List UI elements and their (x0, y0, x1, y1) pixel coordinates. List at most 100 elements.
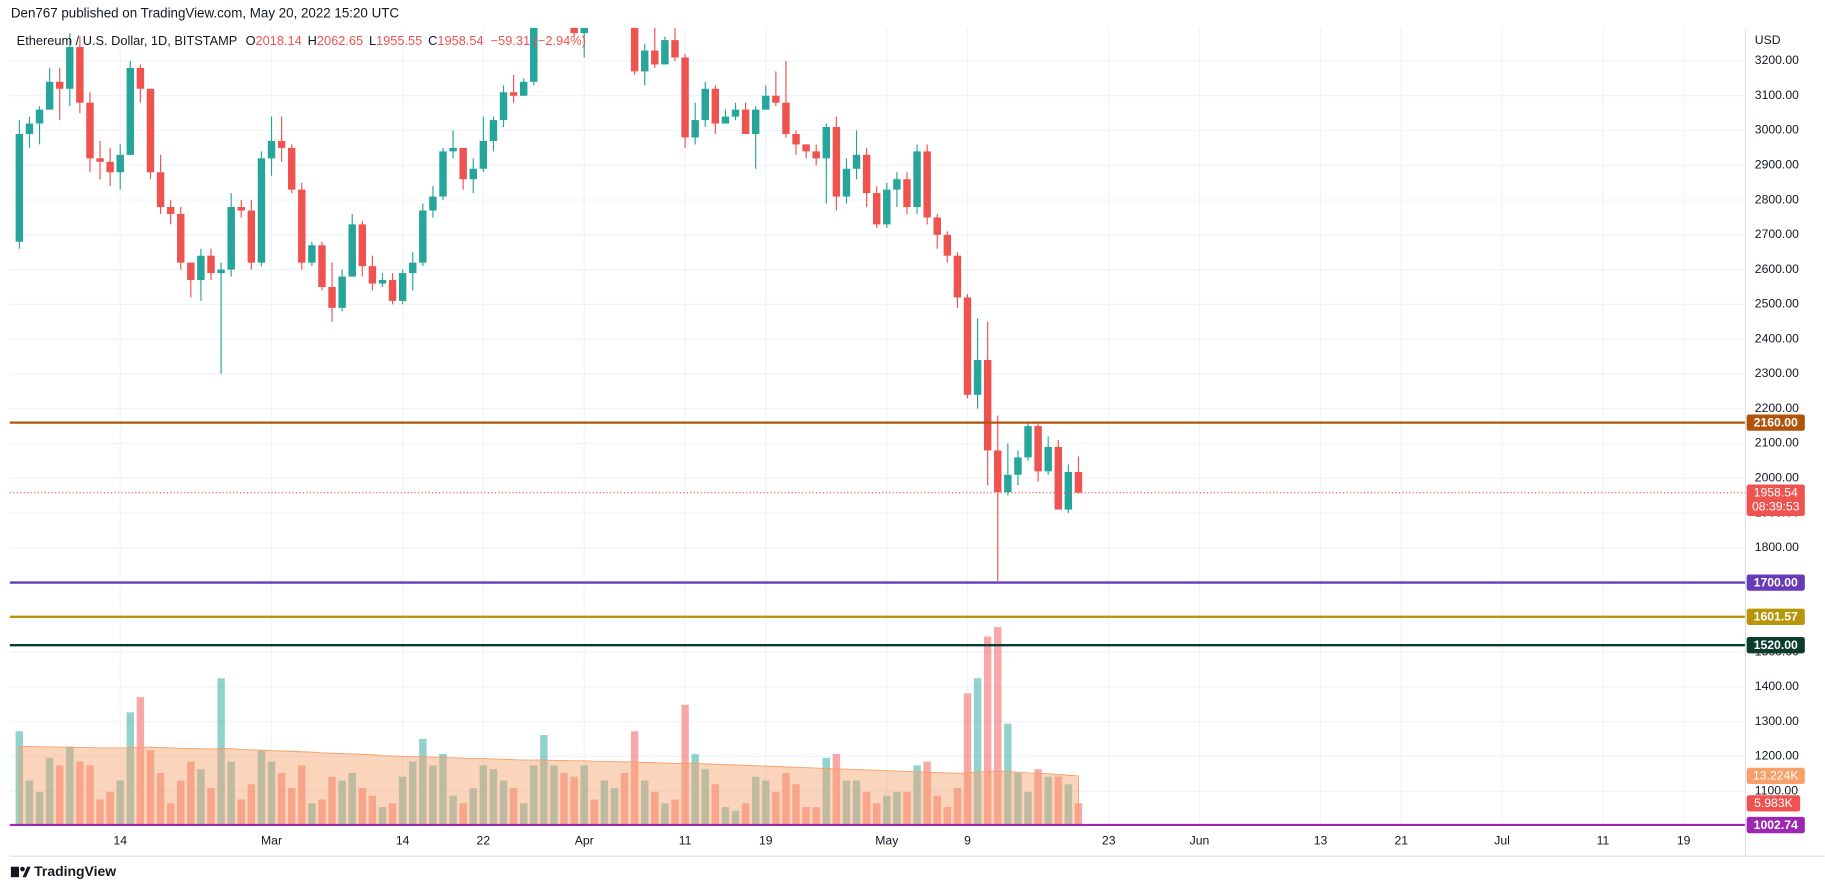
volume-bar (540, 735, 548, 827)
volume-ma-area (18, 745, 1079, 827)
legend: Ethereum / U.S. Dollar, 1D, BITSTAMP O20… (17, 33, 586, 48)
y-tick-label: 2900.00 (1755, 158, 1799, 172)
candle-body (388, 280, 397, 301)
current-price-badge (1746, 484, 1805, 516)
o-letter: O (246, 33, 256, 48)
volume-bar (943, 807, 952, 827)
candle-body (55, 81, 64, 89)
header: Den767 published on TradingView.com, May… (11, 5, 400, 20)
y-tick-label: 3100.00 (1755, 88, 1799, 102)
o-value: 2018.14 (256, 33, 302, 48)
x-tick-label: 14 (113, 833, 127, 847)
volume-bar (580, 765, 588, 827)
candle-body (943, 234, 952, 256)
volume-bar (197, 769, 205, 827)
y-tick-label: 1800.00 (1755, 540, 1799, 554)
level-label: 1700.00 (1754, 575, 1798, 589)
volume-bar (994, 627, 1002, 827)
candle-body (348, 224, 356, 277)
volume-bar (96, 799, 104, 827)
candle-body (630, 27, 639, 72)
candle-body (197, 255, 205, 281)
candle-body (1054, 446, 1063, 510)
candle-body (398, 273, 407, 301)
y-tick-label: 3200.00 (1755, 53, 1799, 67)
volume-bar (45, 757, 54, 827)
volume-bar (590, 799, 599, 827)
volume-bar (651, 791, 659, 827)
volume-bar (459, 803, 467, 827)
candle-body (469, 168, 477, 180)
candle-body (76, 47, 84, 103)
x-tick-label: Mar (261, 833, 282, 847)
candle-body (883, 189, 891, 225)
y-tick-label: 2400.00 (1755, 331, 1799, 345)
candle-body (873, 193, 881, 225)
candle-body (671, 40, 679, 58)
volume-bar (55, 765, 64, 827)
volume-bar (308, 803, 316, 827)
candle-body (146, 88, 155, 173)
candle-body (409, 262, 417, 274)
volume-bar (641, 780, 649, 827)
candle-body (1014, 457, 1022, 475)
volume-bar (772, 791, 780, 827)
volume-bar (610, 788, 619, 827)
x-tick-label: Apr (575, 833, 594, 847)
volume-bar (479, 765, 488, 827)
symbol: Ethereum / U.S. Dollar, 1D, BITSTAMP (17, 33, 238, 48)
volume-bar (862, 791, 871, 827)
plot-area (9, 27, 1746, 827)
candle-body (983, 360, 992, 451)
y-tick-label: 1400.00 (1755, 679, 1799, 693)
level-label: 1002.74 (1754, 818, 1798, 832)
candle-body (802, 144, 810, 152)
candle-body (45, 81, 54, 110)
volume-bar (762, 780, 770, 827)
volume-bar (691, 754, 699, 827)
volume-bar (247, 784, 256, 827)
brand: TradingView (34, 863, 116, 879)
volume-bar (953, 788, 962, 827)
y-tick-label: 2700.00 (1755, 227, 1799, 241)
volume-bar (802, 807, 810, 827)
y-tick-label: 2800.00 (1755, 192, 1799, 206)
volume-bar (207, 788, 215, 827)
volume-bar (489, 769, 498, 827)
volume-bar (287, 788, 296, 827)
y-tick-label: 2600.00 (1755, 262, 1799, 276)
candle-body (973, 360, 982, 395)
volume-bar (378, 807, 387, 827)
currency: USD (1755, 33, 1781, 47)
candle-body (782, 102, 790, 134)
volume-bar (126, 712, 135, 827)
c-value: 1958.54 (437, 33, 483, 48)
volume-bar (630, 731, 639, 827)
volume-bar (348, 772, 356, 827)
level-label: 1601.57 (1754, 610, 1798, 624)
volume-label: 5.983K (1754, 796, 1793, 810)
volume-bar (86, 765, 94, 827)
volume-bar (328, 776, 336, 827)
volume-bar (741, 803, 750, 827)
volume-bar (681, 704, 689, 827)
volume-bar (1024, 791, 1032, 827)
candle-body (772, 95, 780, 103)
candle-body (25, 123, 34, 134)
candle-body (862, 154, 871, 194)
h-value: 2062.65 (317, 33, 363, 48)
candle-body (852, 154, 861, 169)
volume-bar (1064, 784, 1073, 827)
volume-badge (1746, 795, 1801, 812)
candle-body (217, 269, 225, 274)
volume-bar (136, 697, 145, 827)
candle-body (227, 207, 235, 270)
volume-bar (530, 765, 538, 827)
l-letter: L (369, 33, 376, 48)
y-tick-label: 2000.00 (1755, 470, 1799, 484)
x-tick-label: 11 (1597, 833, 1610, 847)
volume-bar (519, 803, 528, 827)
volume-bar (146, 750, 155, 827)
candle-body (923, 151, 931, 218)
